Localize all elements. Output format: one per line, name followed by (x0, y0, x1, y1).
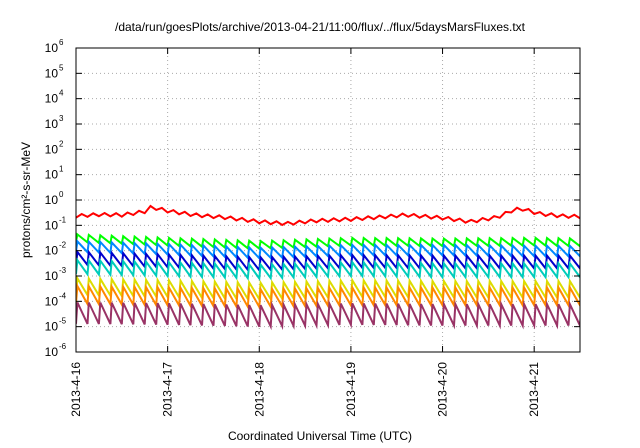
y-tick-label: 10 (45, 168, 59, 182)
y-axis-label: protons/cm²-s-sr-MeV (19, 142, 33, 258)
y-tick-label: 10 (45, 41, 59, 55)
series-line (76, 239, 580, 261)
series-group (76, 204, 580, 331)
y-tick-exponent: 2 (59, 139, 64, 148)
y-tick-label: 10 (45, 117, 59, 131)
y-tick-label: 10 (45, 218, 59, 232)
y-tick-exponent: -6 (59, 342, 67, 351)
series-line (76, 299, 580, 331)
chart-title: /data/run/goesPlots/archive/2013-04-21/1… (115, 20, 525, 34)
series-line (76, 204, 580, 227)
y-tick-label: 10 (45, 269, 59, 283)
y-tick-label: 10 (45, 345, 59, 359)
y-tick-label: 10 (45, 92, 59, 106)
x-tick-label: 2013-4-16 (69, 362, 83, 417)
y-tick-exponent: 4 (59, 89, 64, 98)
y-tick-label: 10 (45, 193, 59, 207)
y-tick-exponent: -1 (59, 215, 67, 224)
series-line (76, 282, 580, 311)
x-tick-label: 2013-4-20 (436, 362, 450, 417)
y-tick-label: 10 (45, 244, 59, 258)
y-tick-label: 10 (45, 142, 59, 156)
series-line (76, 257, 580, 282)
x-tick-label: 2013-4-21 (527, 362, 541, 417)
y-tick-exponent: -2 (59, 241, 67, 250)
y-tick-exponent: 0 (59, 190, 64, 199)
y-tick-exponent: -5 (59, 317, 67, 326)
y-tick-exponent: -3 (59, 266, 67, 275)
y-tick-label: 10 (45, 66, 59, 80)
y-tick-exponent: 5 (59, 63, 64, 72)
x-tick-label: 2013-4-18 (252, 362, 266, 417)
y-tick-label: 10 (45, 320, 59, 334)
y-tick-exponent: 6 (59, 38, 64, 47)
y-tick-exponent: 3 (59, 114, 64, 123)
y-tick-exponent: 1 (59, 165, 64, 174)
x-tick-label: 2013-4-17 (161, 362, 175, 417)
series-line (76, 232, 580, 251)
y-tick-exponent: -4 (59, 291, 67, 300)
y-tick-label: 10 (45, 294, 59, 308)
x-axis-label: Coordinated Universal Time (UTC) (227, 429, 413, 443)
x-tick-label: 2013-4-19 (344, 362, 358, 417)
